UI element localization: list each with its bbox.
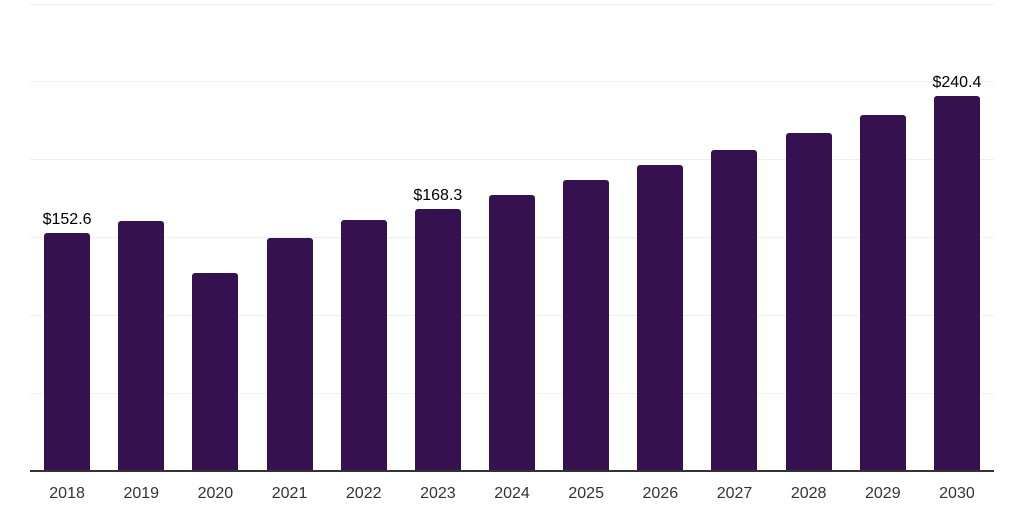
- bar-2030[interactable]: [933, 96, 980, 471]
- x-tick-2019: 2019: [123, 485, 160, 502]
- bar-value-label-2023: $168.3: [413, 186, 463, 204]
- x-tick-2029: 2029: [865, 485, 901, 502]
- x-axis-tick-labels: 2018 2019 2020 2021 2022 2023 2024 2025 2026 2027…: [30, 485, 994, 503]
- bar-2022[interactable]: [340, 220, 387, 471]
- plot-area: $152.6 $168.3 $240.4 2018 2019 2020 2021 2022 2…: [30, 0, 994, 512]
- bar-2028[interactable]: [785, 132, 832, 471]
- bar-2027[interactable]: [711, 149, 758, 471]
- gridline-200: [30, 159, 994, 161]
- x-tick-2024: 2024: [494, 485, 530, 502]
- bar-2029[interactable]: [859, 114, 906, 471]
- x-tick-2026: 2026: [642, 485, 679, 502]
- x-tick-2027: 2027: [716, 485, 753, 502]
- x-tick-2021: 2021: [271, 485, 308, 502]
- bar-2026[interactable]: [637, 165, 684, 471]
- bar-2023[interactable]: [414, 208, 461, 471]
- bar-2024[interactable]: [489, 194, 535, 471]
- x-tick-2020: 2020: [197, 485, 234, 502]
- bar-2021[interactable]: [266, 238, 313, 471]
- x-tick-2018: 2018: [49, 485, 85, 502]
- x-tick-2030: 2030: [939, 485, 975, 502]
- bar-2019[interactable]: [118, 221, 165, 471]
- x-tick-2022: 2022: [345, 485, 382, 502]
- x-tick-2025: 2025: [568, 485, 604, 502]
- x-axis-line: [30, 470, 994, 472]
- x-tick-2023: 2023: [420, 485, 456, 502]
- bar-2020[interactable]: [192, 272, 239, 471]
- bar-2025[interactable]: [563, 180, 610, 471]
- gridline-300: [30, 3, 994, 5]
- x-tick-2028: 2028: [790, 485, 827, 502]
- bar-value-label-2030: $240.4: [932, 74, 982, 92]
- gridline-250: [30, 81, 994, 83]
- bar-value-label-2018: $152.6: [42, 210, 92, 228]
- bar-2018[interactable]: [44, 232, 91, 471]
